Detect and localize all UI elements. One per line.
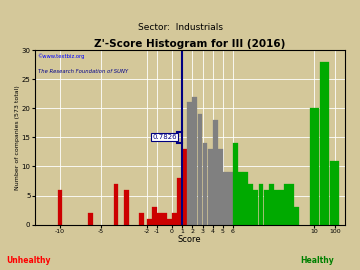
Bar xyxy=(320,62,329,225)
Bar xyxy=(223,172,228,225)
Bar xyxy=(198,114,202,225)
Bar xyxy=(193,97,197,225)
Bar xyxy=(139,213,144,225)
Bar xyxy=(218,149,223,225)
Bar xyxy=(58,190,62,225)
Bar xyxy=(147,219,152,225)
Bar xyxy=(208,149,212,225)
Bar xyxy=(248,184,253,225)
Bar xyxy=(264,190,269,225)
Bar xyxy=(152,207,157,225)
Bar xyxy=(279,190,284,225)
Bar xyxy=(124,190,129,225)
Text: Unhealthy: Unhealthy xyxy=(6,256,51,265)
Bar xyxy=(284,184,289,225)
Text: Sector:  Industrials: Sector: Industrials xyxy=(138,23,222,32)
Text: ©www.textbiz.org: ©www.textbiz.org xyxy=(38,53,85,59)
Bar xyxy=(294,207,299,225)
Bar xyxy=(203,143,207,225)
Bar xyxy=(269,184,274,225)
Bar xyxy=(213,120,218,225)
Bar xyxy=(157,213,162,225)
Bar xyxy=(182,149,187,225)
Bar xyxy=(274,190,279,225)
Text: The Research Foundation of SUNY: The Research Foundation of SUNY xyxy=(38,69,128,74)
Bar xyxy=(310,108,319,225)
Text: 0.7826: 0.7826 xyxy=(152,134,177,140)
Title: Z'-Score Histogram for III (2016): Z'-Score Histogram for III (2016) xyxy=(94,39,285,49)
Bar xyxy=(187,102,192,225)
Bar xyxy=(258,184,264,225)
Bar xyxy=(253,190,258,225)
Bar xyxy=(233,143,238,225)
Text: Healthy: Healthy xyxy=(300,256,334,265)
Bar xyxy=(243,172,248,225)
X-axis label: Score: Score xyxy=(178,235,202,244)
Bar xyxy=(88,213,93,225)
Bar xyxy=(330,161,339,225)
Bar xyxy=(162,213,167,225)
Bar xyxy=(177,178,182,225)
Bar xyxy=(113,184,118,225)
Bar xyxy=(289,184,294,225)
Bar xyxy=(172,213,177,225)
Bar xyxy=(238,172,243,225)
Y-axis label: Number of companies (573 total): Number of companies (573 total) xyxy=(15,85,20,190)
Bar xyxy=(167,219,172,225)
Bar xyxy=(228,172,233,225)
